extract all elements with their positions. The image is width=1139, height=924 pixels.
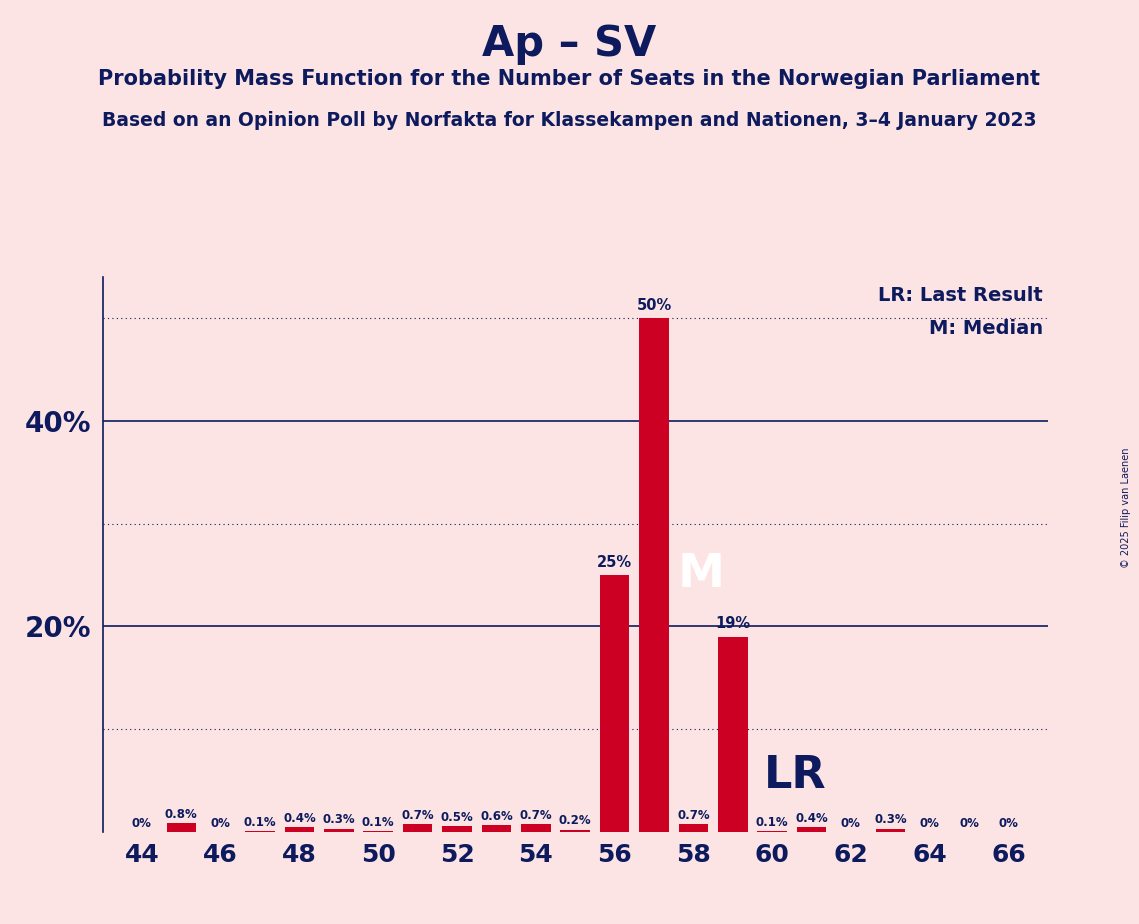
Bar [325, 829, 353, 832]
Bar [560, 830, 590, 832]
Text: 25%: 25% [597, 554, 632, 570]
Text: 0.3%: 0.3% [874, 813, 907, 826]
Bar [363, 831, 393, 832]
Bar [639, 318, 669, 832]
Text: 0%: 0% [920, 817, 940, 830]
Text: 50%: 50% [637, 298, 672, 313]
Text: M: Median: M: Median [929, 319, 1043, 338]
Text: Based on an Opinion Poll by Norfakta for Klassekampen and Nationen, 3–4 January : Based on an Opinion Poll by Norfakta for… [103, 111, 1036, 130]
Text: 0.5%: 0.5% [441, 811, 474, 824]
Bar [757, 831, 787, 832]
Text: Ap – SV: Ap – SV [483, 23, 656, 65]
Bar [482, 825, 511, 832]
Text: 0.6%: 0.6% [480, 810, 513, 823]
Text: 0.4%: 0.4% [284, 812, 316, 825]
Bar [166, 823, 196, 832]
Text: 0%: 0% [959, 817, 980, 830]
Text: 0.3%: 0.3% [322, 813, 355, 826]
Text: 0.8%: 0.8% [165, 808, 198, 821]
Text: 0.1%: 0.1% [756, 816, 788, 829]
Bar [679, 824, 708, 832]
Text: © 2025 Filip van Laenen: © 2025 Filip van Laenen [1121, 448, 1131, 568]
Text: 19%: 19% [715, 616, 751, 631]
Text: LR: LR [764, 754, 827, 796]
Text: M: M [678, 553, 724, 598]
Text: 0.1%: 0.1% [244, 816, 277, 829]
Text: 0.7%: 0.7% [401, 809, 434, 822]
Text: 0%: 0% [211, 817, 230, 830]
Text: 0%: 0% [841, 817, 861, 830]
Text: 0.7%: 0.7% [677, 809, 710, 822]
Bar [876, 829, 906, 832]
Bar [600, 575, 630, 832]
Text: 0.1%: 0.1% [362, 816, 394, 829]
Bar [521, 824, 550, 832]
Bar [718, 637, 747, 832]
Text: Probability Mass Function for the Number of Seats in the Norwegian Parliament: Probability Mass Function for the Number… [98, 69, 1041, 90]
Bar [797, 828, 826, 832]
Text: 0.2%: 0.2% [559, 814, 591, 828]
Text: 0.4%: 0.4% [795, 812, 828, 825]
Text: 0%: 0% [132, 817, 151, 830]
Text: 0%: 0% [999, 817, 1018, 830]
Bar [245, 831, 274, 832]
Bar [403, 824, 433, 832]
Bar [442, 826, 472, 832]
Text: LR: Last Result: LR: Last Result [878, 286, 1043, 305]
Bar [285, 828, 314, 832]
Text: 0.7%: 0.7% [519, 809, 552, 822]
